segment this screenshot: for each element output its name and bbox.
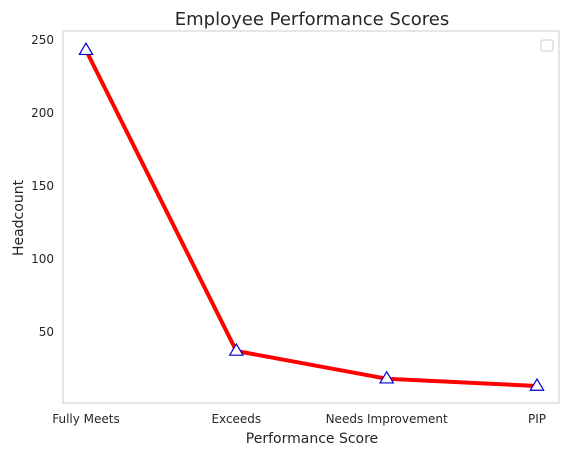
data-point-marker: [228, 342, 245, 356]
legend-box: [540, 39, 554, 52]
x-tick-label: Exceeds: [211, 412, 261, 426]
y-tick-label: 50: [39, 325, 54, 339]
x-tick-label: PIP: [528, 412, 546, 426]
y-axis-label: Headcount: [11, 179, 27, 256]
x-axis-ticks: Fully Meets Exceeds Needs Improvement PIP: [52, 412, 546, 426]
plot-area-frame: [62, 30, 560, 404]
y-axis-ticks: 50 100 150 200 250: [31, 33, 54, 339]
y-tick-label: 250: [31, 33, 54, 47]
data-point-marker: [529, 377, 545, 391]
series-layer: [78, 42, 545, 391]
data-point-marker: [378, 370, 395, 384]
y-tick-label: 100: [31, 252, 54, 266]
series-line: [84, 48, 539, 389]
x-tick-label: Fully Meets: [52, 412, 120, 426]
chart-title: Employee Performance Scores: [175, 9, 449, 30]
y-tick-label: 150: [31, 179, 54, 193]
x-axis-label: Performance Score: [246, 431, 378, 447]
y-tick-label: 200: [31, 106, 54, 120]
data-point-marker: [78, 42, 94, 56]
x-tick-label: Needs Improvement: [326, 412, 448, 426]
